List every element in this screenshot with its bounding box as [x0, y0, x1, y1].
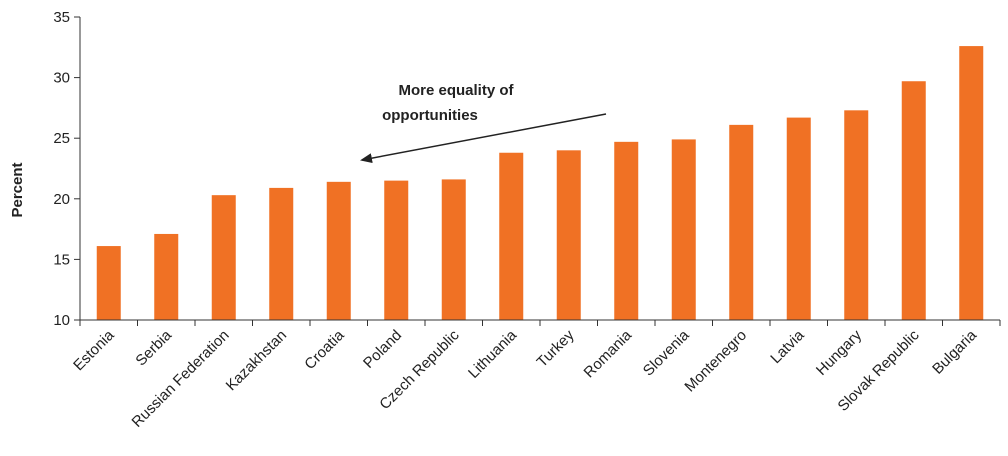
y-tick-label: 30: [53, 70, 70, 87]
annotation-arrow: [360, 113, 607, 164]
bar: [211, 195, 236, 320]
x-tick-label: Turkey: [534, 326, 578, 370]
x-tick-label: Lithuania: [465, 326, 521, 382]
annotation: More equality of opportunities: [360, 82, 607, 164]
bar: [959, 46, 984, 320]
bar: [96, 246, 121, 320]
y-tick-label: 25: [53, 130, 70, 147]
x-tick-label: Romania: [581, 326, 636, 381]
bar: [154, 233, 179, 320]
y-tick-label: 20: [53, 191, 70, 208]
bar: [786, 117, 811, 320]
bar: [844, 110, 869, 320]
bar: [671, 139, 696, 320]
x-tick-label: Serbia: [132, 326, 175, 369]
bar: [384, 180, 409, 320]
y-tick-label: 15: [53, 251, 70, 268]
x-tick-label: Latvia: [767, 326, 808, 367]
x-tick-label: Montenegro: [681, 327, 750, 396]
bar: [556, 150, 581, 320]
bar: [499, 152, 524, 320]
bars: [96, 46, 984, 321]
x-tick-label: Slovenia: [640, 326, 693, 379]
x-tick-label: Croatia: [301, 326, 348, 373]
annotation-line-2: opportunities: [382, 107, 478, 124]
bar: [441, 179, 466, 320]
bar: [901, 81, 926, 321]
bar: [614, 141, 639, 320]
x-tick-label: Russian Federation: [129, 327, 233, 431]
y-tick-label: 35: [53, 9, 70, 26]
y-tick-label: 10: [53, 312, 70, 329]
y-axis: 10 15 20 25 30 35: [53, 9, 81, 329]
x-tick-label: Poland: [360, 327, 405, 372]
y-axis-title: Percent: [9, 162, 26, 217]
x-tick-label: Hungary: [813, 326, 865, 378]
x-tick-label: Estonia: [70, 326, 118, 374]
x-tick-label: Kazakhstan: [223, 327, 290, 394]
bar: [729, 124, 754, 320]
x-tick-label: Bulgaria: [929, 326, 980, 377]
bar: [269, 187, 294, 320]
bar: [326, 181, 351, 320]
annotation-line-1: More equality of: [398, 82, 514, 99]
